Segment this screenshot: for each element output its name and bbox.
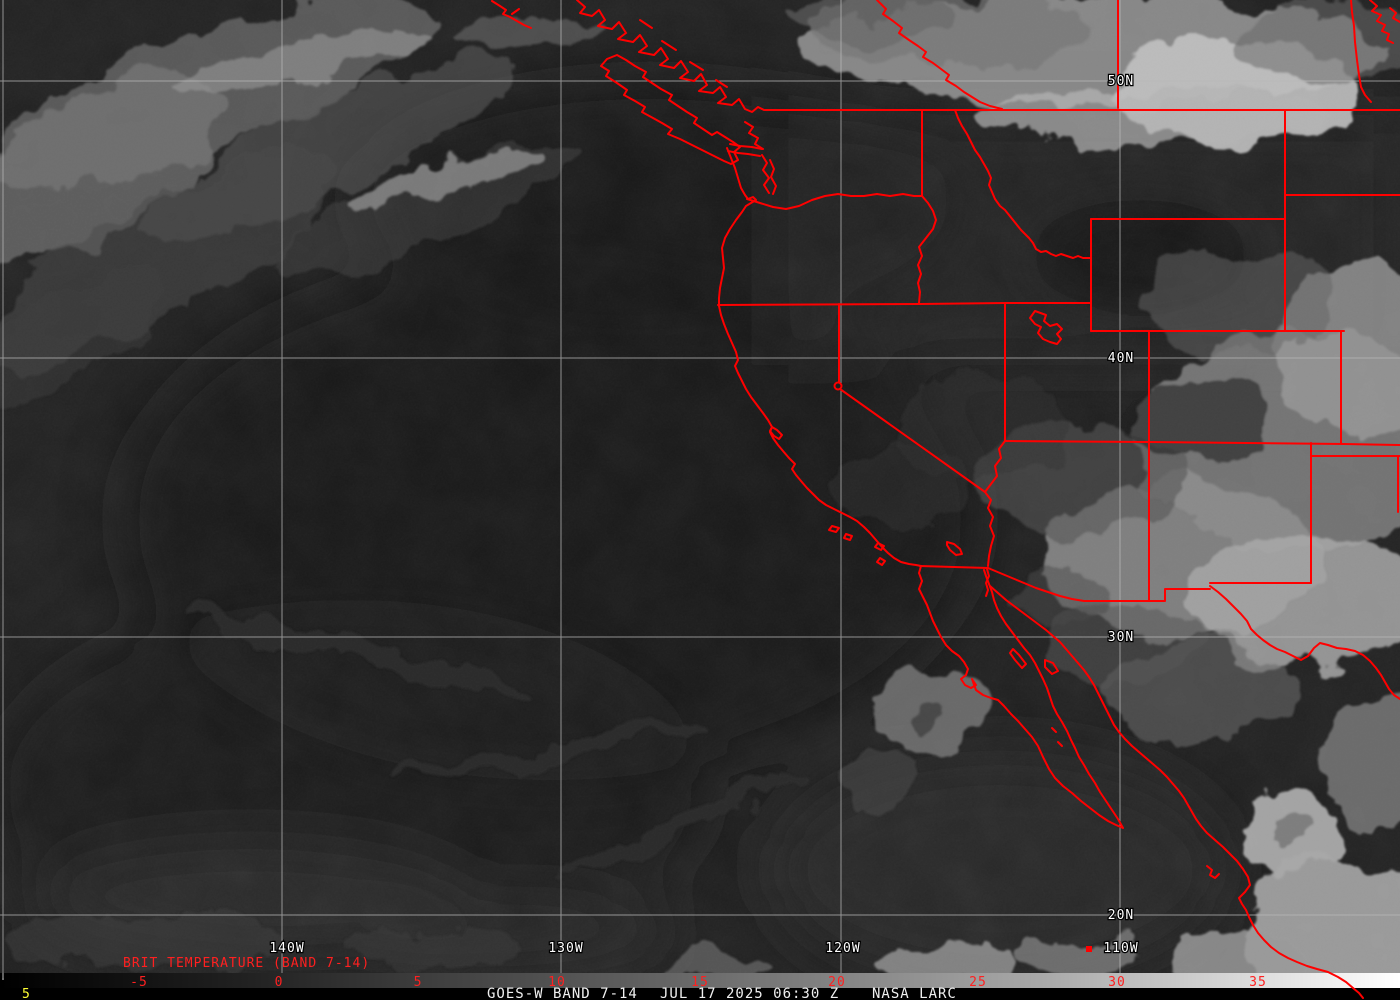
lat-label-50n: 50N <box>1108 74 1134 89</box>
channel-islands <box>828 525 886 566</box>
lon-label-120w: 120W <box>825 941 860 956</box>
footer-text: GOES-W BAND 7-14 JUL 17 2025 06:30 Z NAS… <box>487 986 957 1000</box>
colorado-river-delta <box>985 568 990 597</box>
coastline-mexico-mainland <box>989 585 1364 999</box>
lake-tahoe <box>833 381 843 391</box>
colorbar-tick: 20 <box>828 975 846 990</box>
colorbar-tick-labels: -5 0 5 10 15 20 25 30 35 <box>130 975 1267 990</box>
grid-lines <box>0 0 1400 978</box>
footer-datetime: JUL 17 2025 06:30 Z <box>660 986 839 1000</box>
footer-bar <box>0 988 1400 1000</box>
colorbar-tick: 0 <box>275 975 284 990</box>
brightness-temperature-colorbar <box>0 973 1400 988</box>
coastline-bc-inlets <box>639 19 728 88</box>
border-wa-or <box>746 193 923 210</box>
border-mexico-az <box>987 567 1097 602</box>
border-mt-id <box>954 109 1092 259</box>
map-overlay <box>491 0 1400 999</box>
coastline-puget-sound <box>727 143 777 195</box>
colorbar-tick: 10 <box>548 975 566 990</box>
lon-label-130w: 130W <box>548 941 583 956</box>
lat-label-40n: 40N <box>1108 351 1134 366</box>
coastline-sf-bay <box>769 426 783 440</box>
border-saskatchewan-manitoba <box>1350 0 1372 103</box>
border-or-id <box>917 195 937 304</box>
border-bc-alberta <box>876 0 1003 110</box>
socorro-island <box>1086 946 1092 952</box>
footer-source: NASA LARC <box>872 986 957 1000</box>
islas-marias <box>1206 865 1220 879</box>
coastline-pacific-us <box>718 147 922 567</box>
gulf-islands-mexico <box>1009 648 1063 747</box>
colorbar-tick: 35 <box>1249 975 1267 990</box>
rio-grande <box>1209 585 1400 700</box>
colorbar-tick: 5 <box>414 975 423 990</box>
border-nv-az-river <box>984 440 1006 567</box>
lat-label-30n: 30N <box>1108 630 1134 645</box>
colorbar-tick: 25 <box>969 975 987 990</box>
border-37n <box>1004 440 1400 446</box>
lon-label-140w: 140W <box>269 941 304 956</box>
colorbar-tick: 15 <box>691 975 709 990</box>
coastline-vancouver-island <box>600 54 741 165</box>
coastline-haida-gwaii <box>491 0 532 29</box>
salton-sea <box>946 541 963 556</box>
lon-label-110w: 110W <box>1103 941 1138 956</box>
manitoba-lakes <box>1369 0 1400 44</box>
lat-label-20n: 20N <box>1108 908 1134 923</box>
border-42n <box>717 302 1092 306</box>
coastline-bc-mainland <box>576 0 765 113</box>
great-salt-lake <box>1029 310 1063 345</box>
border-nm-bootheel <box>1095 588 1211 602</box>
border-ca-nv <box>838 303 986 493</box>
legend-left-value: 5 <box>22 987 30 1000</box>
legend-title: BRIT TEMPERATURE (BAND 7-14) <box>123 956 370 971</box>
colorbar-tick: 30 <box>1108 975 1126 990</box>
coastline-baja <box>918 565 1124 829</box>
colorbar-tick: -5 <box>130 975 148 990</box>
footer-product: GOES-W BAND 7-14 <box>487 986 638 1000</box>
map-labels: 50N 40N 30N 20N 140W 130W 120W 110W <box>268 73 1139 958</box>
coastline-gulf-islands <box>744 121 764 150</box>
border-mexico-ca <box>919 565 989 569</box>
